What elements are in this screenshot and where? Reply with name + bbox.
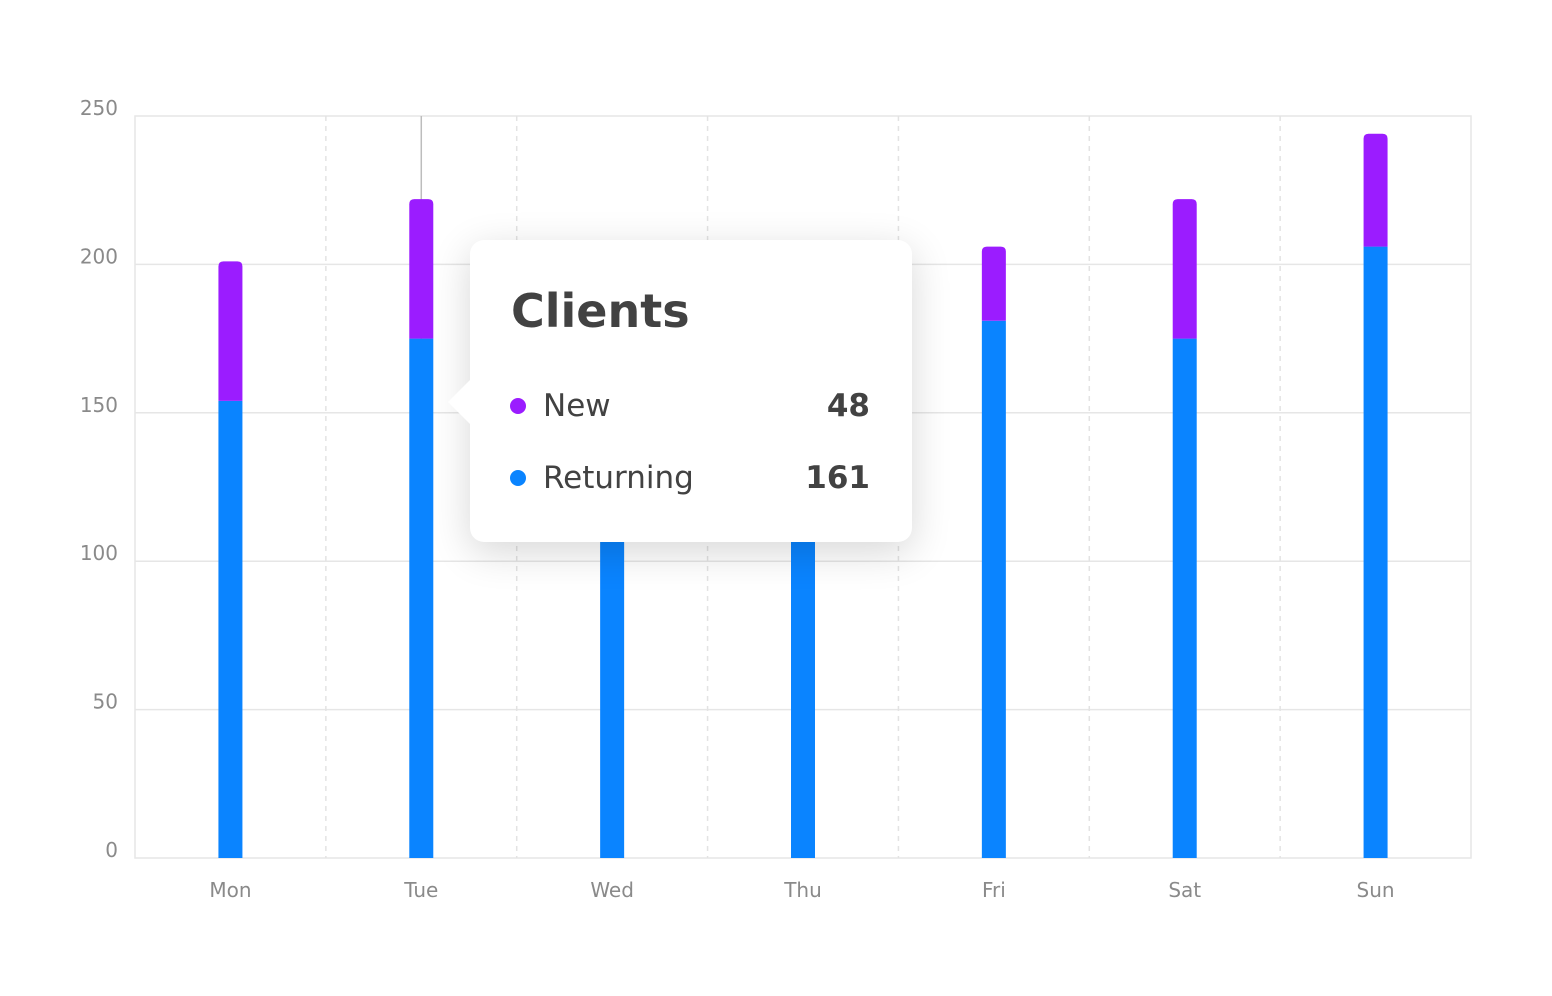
y-tick-label: 150 [80, 393, 118, 417]
x-tick-label: Sun [1357, 878, 1395, 902]
tooltip: Clients New 48 Returning 161 [448, 240, 912, 542]
bar-returning-mon [218, 400, 243, 858]
returning-legend-dot-icon [510, 470, 526, 486]
bar-new-mon [218, 261, 243, 401]
bar-new-fri [981, 246, 1006, 321]
tooltip-value: 48 [826, 388, 870, 424]
y-tick-label: 50 [93, 690, 118, 714]
y-tick-label: 250 [80, 96, 118, 120]
bar-new-sat [1172, 199, 1197, 339]
bar-returning-fri [981, 320, 1006, 858]
tooltip-value: 161 [805, 460, 870, 496]
tooltip-row-new: New 48 [510, 386, 870, 426]
x-tick-label: Wed [590, 878, 634, 902]
bar-returning-sat [1172, 338, 1197, 859]
bar-returning-sun [1363, 246, 1388, 859]
x-tick-label: Thu [783, 878, 822, 902]
bar-new-sun [1363, 133, 1388, 247]
x-tick-label: Tue [403, 878, 438, 902]
y-tick-label: 100 [80, 541, 118, 565]
tooltip-row-returning: Returning 161 [510, 458, 870, 498]
tooltip-label: New [543, 388, 611, 424]
x-tick-label: Mon [209, 878, 251, 902]
y-tick-label: 200 [80, 244, 118, 268]
x-tick-label: Fri [982, 878, 1006, 902]
bar-new-tue [409, 199, 434, 339]
x-tick-label: Sat [1168, 878, 1201, 902]
new-legend-dot-icon [510, 398, 526, 414]
tooltip-title: Clients [511, 284, 690, 338]
tooltip-label: Returning [543, 460, 694, 496]
bar-returning-tue [409, 338, 434, 859]
y-tick-label: 0 [105, 838, 118, 862]
